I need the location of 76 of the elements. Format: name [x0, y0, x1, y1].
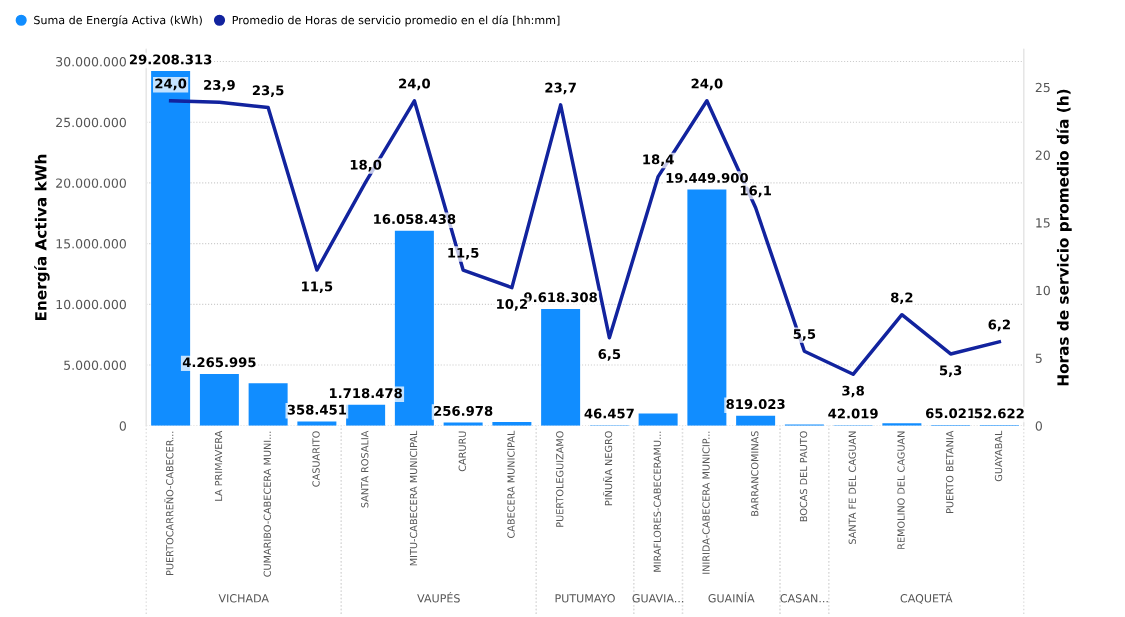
x-tick-label: BARRANCOMINAS: [751, 431, 759, 516]
data-label: 23,7: [545, 82, 576, 95]
data-label: 4.265.995: [182, 357, 256, 368]
x-tick-label: MITU-CABECERA MUNICIPAL: [409, 430, 418, 566]
y2-axis-title: Horas de servicio promedio día (h): [1056, 89, 1072, 386]
x-tick-label: PUERTOCARREÑO-CABECER...: [164, 431, 174, 576]
y-tick-label: 5.000.000: [64, 360, 126, 370]
data-label: 256.978: [434, 405, 493, 416]
legend-label: Promedio de Horas de servicio promedio en el día [hh:mm]: [232, 15, 560, 27]
data-label: 29.208.313: [129, 54, 212, 65]
legend-label: Suma de Energía Activa (kWh): [34, 15, 202, 27]
x-tick-label: SANTA FE DEL CAGUAN: [848, 431, 856, 544]
x-tick-label: LA PRIMAVERA: [214, 430, 223, 501]
data-label: 5,3: [939, 365, 962, 377]
data-label: 11,5: [448, 247, 479, 260]
data-label: 819.023: [726, 399, 785, 410]
bar: [736, 415, 776, 426]
data-label: 52.622: [974, 408, 1024, 419]
y2-tick-label: 20: [1035, 150, 1050, 160]
y-tick-label: 10.000.000: [56, 299, 126, 310]
y-tick-label: 20.000.000: [56, 178, 126, 188]
text: GUAVIA...: [632, 594, 684, 603]
x-tick-label: REMOLINO DEL CAGUAN: [897, 431, 905, 549]
text: VAUPÉS: [417, 592, 460, 603]
y2-tick-label: 10: [1036, 285, 1050, 296]
data-label: 5,5: [793, 329, 816, 341]
bar: [248, 383, 288, 426]
y-tick-label: 25.000.000: [56, 117, 126, 128]
x-tick-label: CUMARIBO-CABECERA MUNI...: [263, 431, 271, 577]
data-label: 8,2: [890, 292, 913, 305]
x-tick-label: SANTA ROSALIA: [361, 430, 369, 508]
data-label: 11,5: [302, 281, 333, 294]
data-label: 6,2: [988, 319, 1010, 332]
text: PUTUMAYO: [555, 594, 615, 603]
data-label: 24,0: [691, 78, 723, 91]
y2-tick-label: 15: [1036, 218, 1050, 228]
data-label: 24,0: [399, 78, 431, 91]
y2-tick-label: 0: [1035, 421, 1042, 431]
data-label: 19.449.900: [666, 172, 748, 183]
x-tick-label: BOCAS DEL PAUTO: [799, 431, 808, 522]
data-label: 1.718.478: [329, 388, 402, 399]
x-tick-label: PIÑUÑA NEGRO: [603, 431, 613, 506]
x-tick-label: PUERTO BETANIA: [946, 430, 954, 513]
y-axis-title: Energía Activa kWh: [34, 154, 50, 321]
y-tick-label: 15.000.000: [56, 239, 126, 249]
text: GUAINÍA: [708, 592, 755, 603]
y-tick-label: 30.000.000: [56, 56, 126, 67]
text: CASAN...: [780, 594, 828, 603]
x-tick-label: CASUARITO: [312, 431, 320, 487]
data-label: 23,5: [252, 85, 284, 97]
x-tick-label: MIRAFLORES-CABECERAMU...: [653, 431, 661, 572]
data-label: 18,4: [643, 154, 674, 167]
text: CAQUETÁ: [900, 592, 953, 604]
x-tick-label: PUERTOLEGUIZAMO: [556, 431, 564, 527]
bar: [297, 421, 337, 426]
data-label: 358.451: [287, 404, 347, 415]
bar: [541, 308, 581, 426]
text: VICHADA: [218, 594, 269, 603]
data-label: 3,8: [842, 385, 864, 398]
data-label: 23,9: [204, 79, 235, 92]
data-label: 16,1: [740, 185, 771, 198]
data-label: 46.457: [584, 408, 634, 419]
x-tick-label: INIRIDA-CABECERA MUNICIP...: [702, 431, 710, 574]
data-label: 16.058.438: [374, 214, 456, 225]
data-label: 65.021: [925, 408, 976, 419]
data-label: 6,5: [598, 349, 621, 361]
y2-tick-label: 25: [1035, 82, 1050, 93]
bar: [199, 373, 239, 426]
x-tick-label: CARURU: [458, 431, 466, 472]
x-tick-label: GUAYABAL: [994, 430, 1003, 482]
y-tick-label: 0: [119, 421, 126, 431]
data-label: 42.019: [828, 408, 878, 419]
data-label: 18,0: [350, 159, 382, 172]
data-label: 24,0: [155, 78, 187, 91]
x-tick-label: CABECERA MUNICIPAL: [507, 430, 515, 538]
y2-tick-label: 5: [1035, 353, 1042, 363]
